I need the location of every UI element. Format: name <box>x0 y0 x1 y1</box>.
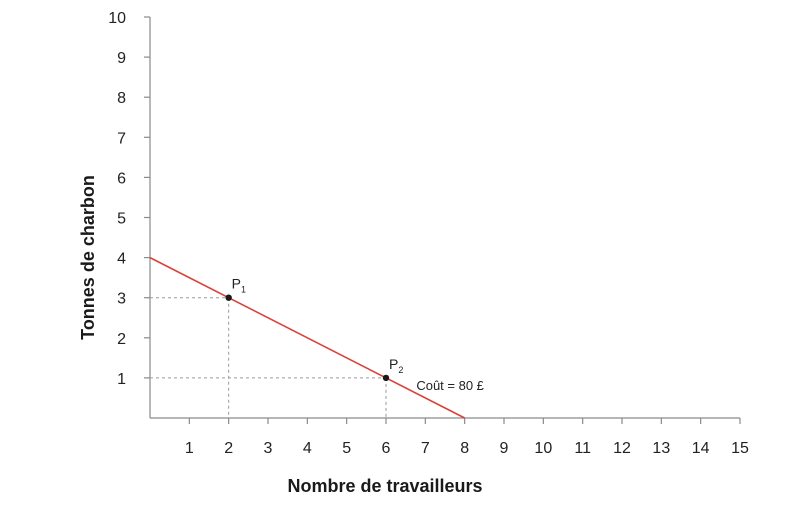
x-tick-label: 4 <box>303 440 312 457</box>
x-tick-label: 10 <box>534 440 552 457</box>
y-axis-title: Tonnes de charbon <box>78 175 98 340</box>
y-tick-label: 3 <box>117 291 126 308</box>
cost-annotation: Coût = 80 £ <box>416 378 484 393</box>
y-tick-label: 7 <box>117 130 126 147</box>
y-tick-label: 1 <box>117 371 126 388</box>
x-tick-label: 1 <box>185 440 194 457</box>
x-tick-label: 5 <box>342 440 351 457</box>
series-group <box>149 256 466 419</box>
y-tick-label: 5 <box>117 211 126 228</box>
y-tick-label: 4 <box>117 251 126 268</box>
x-tick-label: 2 <box>224 440 233 457</box>
x-tick-label: 3 <box>264 440 273 457</box>
data-point <box>382 374 390 382</box>
x-tick-label: 6 <box>382 440 391 457</box>
y-tick-label: 10 <box>108 10 126 27</box>
point-label: P1 <box>232 276 246 295</box>
y-tick-label: 6 <box>117 170 126 187</box>
x-tick-label: 8 <box>460 440 469 457</box>
x-tick-label: 9 <box>500 440 509 457</box>
x-axis-title: Nombre de travailleurs <box>287 476 482 496</box>
points-group <box>225 294 390 382</box>
y-tick-label: 9 <box>117 50 126 67</box>
point-label-subscript: 2 <box>398 365 403 375</box>
point-label-main: P <box>232 276 241 292</box>
y-tick-label: 8 <box>117 90 126 107</box>
guide-lines <box>150 297 387 418</box>
point-label: P2 <box>389 356 403 375</box>
cost-line <box>149 256 466 419</box>
x-tick-label: 7 <box>421 440 430 457</box>
y-tick-label: 2 <box>117 331 126 348</box>
point-label-main: P <box>389 356 398 372</box>
x-tick-label: 11 <box>574 440 591 457</box>
x-tick-label: 14 <box>692 440 710 457</box>
point-label-subscript: 1 <box>241 285 246 295</box>
x-tick-label: 15 <box>731 440 749 457</box>
x-tick-label: 12 <box>613 440 631 457</box>
x-tick-label: 13 <box>652 440 670 457</box>
data-point <box>225 294 232 301</box>
